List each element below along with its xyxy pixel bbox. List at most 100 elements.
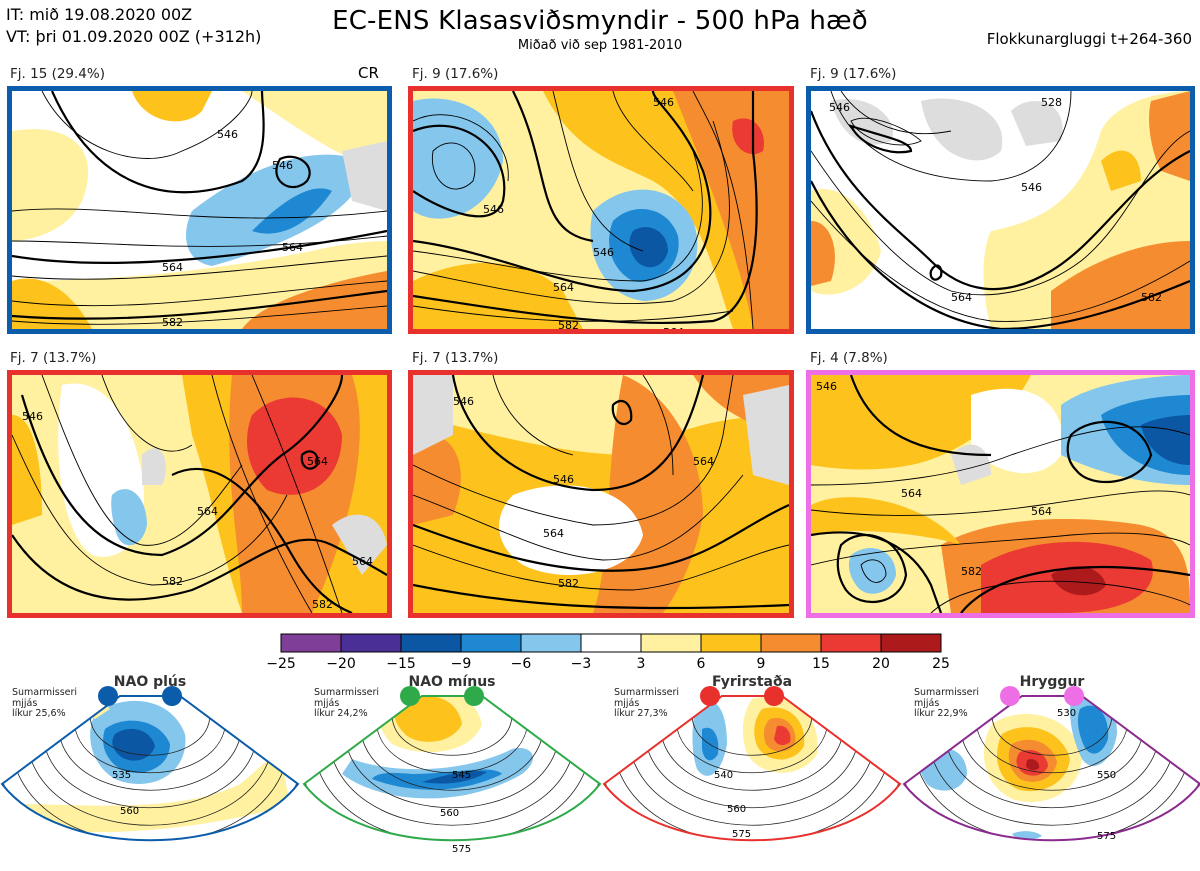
contour-label: 582 xyxy=(162,575,183,588)
regime-title: NAO mínus xyxy=(408,674,496,690)
height-contour xyxy=(927,729,1177,826)
anomaly-area xyxy=(702,727,719,761)
colorbar-swatch xyxy=(760,633,822,653)
contour-label: 564 xyxy=(951,291,972,304)
contour-label: 575 xyxy=(1097,831,1116,842)
regime-note: Sumarmisseri mjjás líkur 27,3% xyxy=(614,687,680,720)
colorbar-swatch xyxy=(460,633,522,653)
contour-label: 546 xyxy=(816,380,837,393)
cluster-map-6: 546 564 564 582 xyxy=(806,370,1195,618)
contour-label: 564 xyxy=(352,555,373,568)
regime-marker-dot xyxy=(98,686,118,706)
panel-label-4: Fj. 7 (13.7%) xyxy=(10,350,97,366)
regime-map: 545 560 575 NAO mínus Sumarmisseri mjjás líkur… xyxy=(302,674,602,871)
colorbar-tick-label: 9 xyxy=(756,656,766,672)
contour-label: 545 xyxy=(452,770,471,781)
height-contour xyxy=(73,717,227,774)
regime-marker-dot xyxy=(700,686,720,706)
height-contour xyxy=(327,729,577,826)
contour-label: 546 xyxy=(453,395,474,408)
regime-note-line: líkur 27,3% xyxy=(614,708,668,719)
contour-label: 546 xyxy=(553,473,574,486)
anomaly-area xyxy=(422,771,487,784)
colorbar-tick-label: −9 xyxy=(450,656,472,672)
contour-label: 564 xyxy=(197,505,218,518)
run-info: IT: mið 19.08.2020 00Z VT: þri 01.09.202… xyxy=(6,4,261,48)
cluster-map-3: 528 546 546 564 582 582 xyxy=(806,86,1195,334)
height-contour xyxy=(675,717,829,774)
panel-tag-cr: CR xyxy=(358,64,379,82)
regime-note: Sumarmisseri mjjás líkur 22,9% xyxy=(914,687,980,720)
height-contour xyxy=(391,713,513,756)
contour-label: 575 xyxy=(452,844,471,855)
contour-label: 564 xyxy=(543,527,564,540)
contour-label: 564 xyxy=(553,281,574,294)
regime-map: 535 560 NAO plús Sumarmisseri mjjás líkur 25,… xyxy=(0,674,300,871)
contour-label: 564 xyxy=(693,455,714,468)
height-contour xyxy=(25,729,275,826)
colorbar-swatch xyxy=(820,633,882,653)
contour-label: 560 xyxy=(727,804,746,815)
colorbar-swatch xyxy=(580,633,642,653)
cluster-map-5: 546 546 564 564 582 xyxy=(408,370,794,618)
colorbar-tick-label: −3 xyxy=(570,656,592,672)
colorbar-tick-label: 3 xyxy=(636,656,646,672)
panel-label-6: Fj. 4 (7.8%) xyxy=(810,350,888,366)
colorbar-tick-label: −6 xyxy=(510,656,532,672)
colorbar-tick-label: 25 xyxy=(932,656,950,672)
colorbar-tick-label: −20 xyxy=(326,656,356,672)
contour-label: 535 xyxy=(112,770,131,781)
contour-label: 582 xyxy=(558,577,579,590)
regime-note: Sumarmisseri mjjás líkur 24,2% xyxy=(314,687,380,720)
colorbar-swatch xyxy=(340,633,402,653)
anomaly-area xyxy=(1026,759,1040,771)
cluster-map-2: 546 546 546 564 582 564 xyxy=(408,86,794,334)
colorbar-tick-label: 15 xyxy=(812,656,830,672)
height-contour xyxy=(41,725,259,808)
regime-note-line: mjjás xyxy=(314,697,340,709)
colorbar-swatch xyxy=(280,633,342,653)
contour-label: 582 xyxy=(1141,291,1162,304)
regime-map: 540 560 575 Fyrirstaða Sumarmisseri mjjás líku… xyxy=(602,674,902,871)
regime-note-line: Sumarmisseri xyxy=(914,687,980,698)
anomaly-area xyxy=(394,696,462,742)
contour-label: 540 xyxy=(714,770,733,781)
regime-note-line: Sumarmisseri xyxy=(614,687,680,698)
contour-label: 582 xyxy=(558,319,579,329)
regime-note-line: mjjás xyxy=(614,697,640,709)
contour-label: 546 xyxy=(22,410,43,423)
contour-label: 546 xyxy=(653,96,674,109)
anomaly-area xyxy=(20,754,290,833)
height-contour xyxy=(943,725,1161,808)
cluster-map-4: 546 564 564 564 582 582 xyxy=(7,370,392,618)
colorbar-swatch xyxy=(400,633,462,653)
contour-label: 546 xyxy=(829,101,850,114)
regime-marker-dot xyxy=(1000,686,1020,706)
regime-frame xyxy=(902,695,1200,842)
regime-frame xyxy=(302,695,602,842)
height-contour xyxy=(643,725,861,808)
contour-label: 575 xyxy=(732,829,751,840)
panel-label-3: Fj. 9 (17.6%) xyxy=(810,66,897,82)
colorbar-tick-label: 6 xyxy=(696,656,706,672)
colorbar-swatch xyxy=(880,633,942,653)
anomaly-area xyxy=(112,728,155,761)
contour-label: 560 xyxy=(120,806,139,817)
regime-marker-dot xyxy=(464,686,484,706)
contour-label: 530 xyxy=(1057,708,1076,719)
contour-label: 546 xyxy=(272,159,293,172)
regime-note-line: Sumarmisseri xyxy=(314,687,380,698)
colorbar-swatch xyxy=(520,633,582,653)
colorbar-tick-label: −15 xyxy=(386,656,416,672)
contour-label: 546 xyxy=(217,128,238,141)
contour-label: 560 xyxy=(440,808,459,819)
height-contour xyxy=(991,713,1113,756)
regime-note-line: mjjás xyxy=(12,697,38,709)
regime-marker-dot xyxy=(1064,686,1084,706)
valid-time: VT: þri 01.09.2020 00Z (+312h) xyxy=(6,27,262,46)
contour-label: 546 xyxy=(483,203,504,216)
contour-label: 546 xyxy=(593,246,614,259)
anomaly-area xyxy=(1077,705,1109,754)
cluster-map-1: 564 582 546 546 564 xyxy=(7,86,392,334)
regime-title: Hryggur xyxy=(1019,674,1085,690)
